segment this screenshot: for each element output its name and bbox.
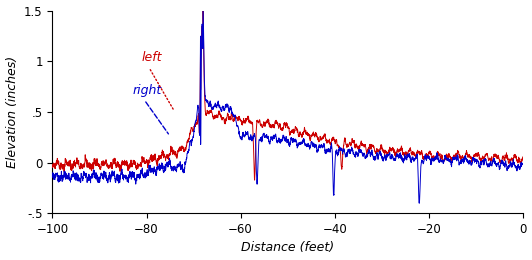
Text: right: right bbox=[132, 84, 162, 97]
Text: left: left bbox=[142, 51, 162, 64]
Y-axis label: Elevation (inches): Elevation (inches) bbox=[5, 56, 19, 168]
X-axis label: Distance (feet): Distance (feet) bbox=[241, 242, 334, 255]
